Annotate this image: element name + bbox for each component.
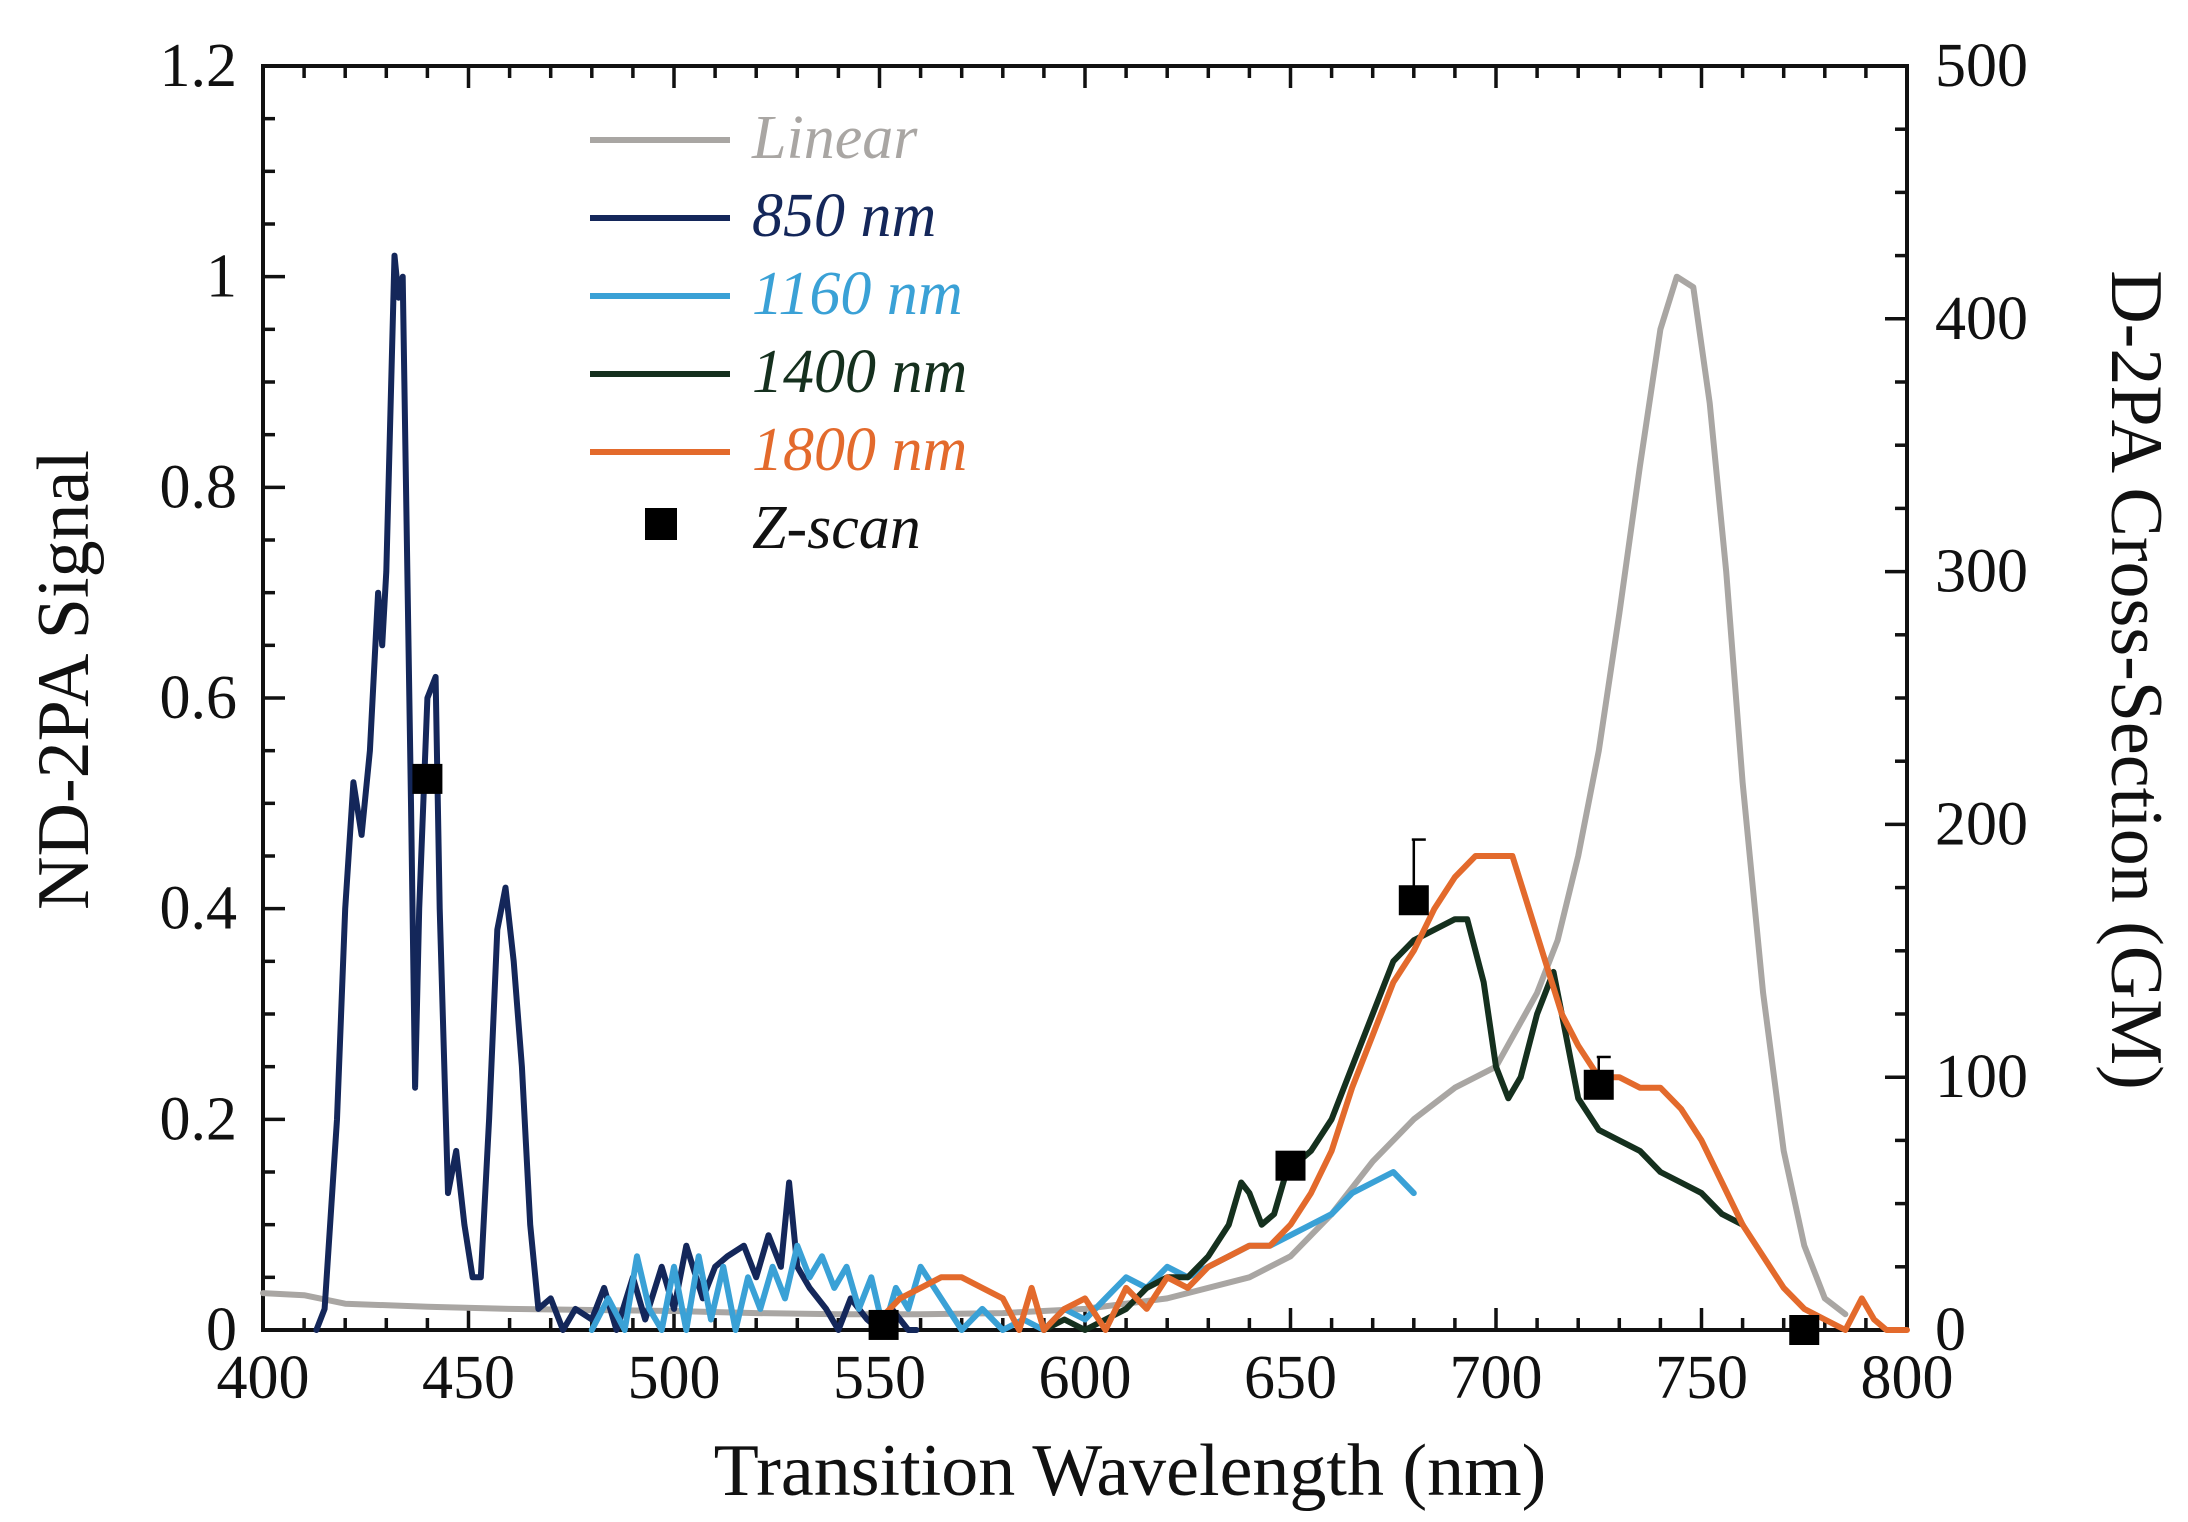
y-left-tick-label: 1 <box>206 243 237 311</box>
y-axis-left-title: ND-2PA Signal <box>23 450 105 910</box>
y-right-tick-label: 100 <box>1935 1043 2028 1111</box>
y-left-tick-label: 0.2 <box>160 1085 238 1153</box>
x-tick-label: 650 <box>1244 1344 1337 1412</box>
z-scan-marker <box>1583 1069 1614 1100</box>
y-left-tick-label: 0.4 <box>160 875 238 943</box>
legend-label: 1400 nm <box>752 338 967 406</box>
series-line-1400-nm <box>1040 916 1746 1333</box>
y-right-tick-label: 500 <box>1935 32 2028 100</box>
x-tick-label: 450 <box>422 1344 515 1412</box>
x-tick-label: 700 <box>1450 1344 1543 1412</box>
legend-swatch-z-scan <box>645 508 677 540</box>
z-scan-marker <box>1789 1315 1820 1345</box>
y-left-tick-label: 0.6 <box>160 664 238 732</box>
axes-layer <box>261 64 1909 1332</box>
series-line-linear <box>260 273 1849 1318</box>
x-tick-label: 400 <box>217 1344 310 1412</box>
x-tick-label: 500 <box>628 1344 721 1412</box>
z-scan-marker <box>1398 885 1429 916</box>
plot-frame <box>261 64 1909 1332</box>
legend-label: 1800 nm <box>752 416 967 484</box>
label-layer: 400 450 500 550 600 650 700 750 80000.20.40.60.8… <box>160 32 2029 1412</box>
series-line-1160-nm <box>588 1169 1417 1333</box>
z-scan-marker <box>1275 1150 1306 1181</box>
y-axis-right-title: D-2PA Cross-Section (GM) <box>2095 270 2177 1090</box>
x-tick-label: 800 <box>1861 1344 1954 1412</box>
y-left-tick-label: 1.2 <box>160 32 238 100</box>
z-scan-marker <box>412 763 443 794</box>
x-tick-label: 750 <box>1655 1344 1748 1412</box>
y-right-tick-label: 300 <box>1935 538 2028 606</box>
series-line-1800-nm <box>876 853 1910 1333</box>
y-right-tick-label: 400 <box>1935 285 2028 353</box>
y-right-tick-label: 0 <box>1935 1296 1966 1364</box>
y-right-tick-label: 200 <box>1935 790 2028 858</box>
legend-label: 1160 nm <box>752 260 963 328</box>
marker-layer <box>412 763 1820 1345</box>
legend-label: 850 nm <box>752 182 936 250</box>
z-scan-marker <box>868 1309 899 1340</box>
y-left-tick-label: 0.8 <box>160 453 238 521</box>
y-left-tick-label: 0 <box>206 1296 237 1364</box>
x-tick-label: 600 <box>1039 1344 1132 1412</box>
legend-label: Linear <box>751 104 918 172</box>
legend: Linear 850 nm 1160 nm 1400 nm 1800 nm Z-scan <box>590 104 967 562</box>
series-layer <box>260 252 1910 1333</box>
series-line-850-nm <box>313 252 920 1333</box>
x-axis-title: Transition Wavelength (nm) <box>714 1430 1547 1512</box>
x-tick-label: 550 <box>833 1344 926 1412</box>
legend-label: Z-scan <box>752 494 921 562</box>
